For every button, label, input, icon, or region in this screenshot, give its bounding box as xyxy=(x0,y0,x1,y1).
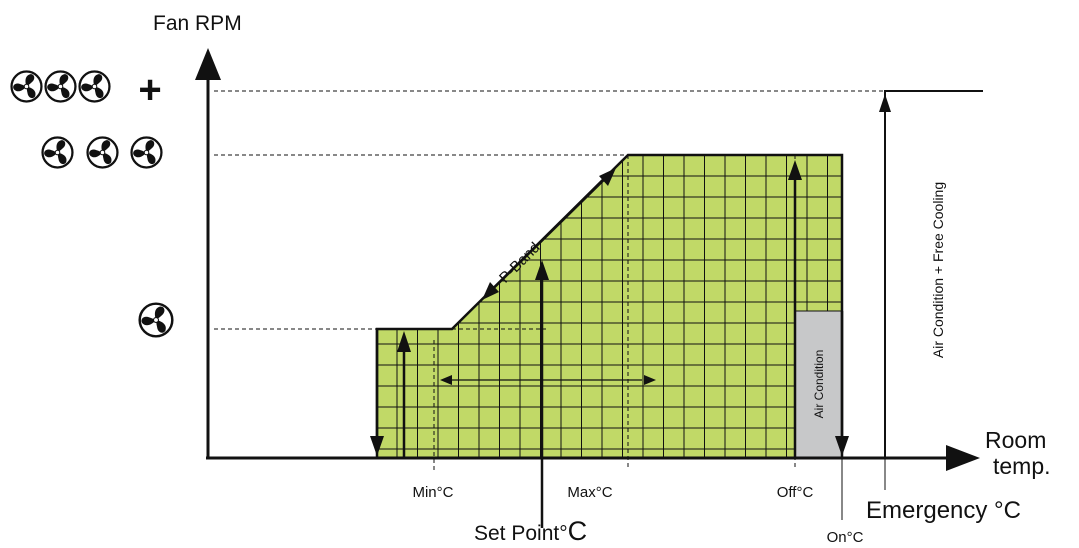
operating-band-area xyxy=(377,155,842,458)
y-axis-label: Fan RPM xyxy=(153,12,242,35)
min-temp-label: Min°C xyxy=(412,484,453,501)
set-point-unit: C xyxy=(568,516,588,546)
vertical-arrows xyxy=(370,94,891,528)
emergency-temp-label: Emergency °C xyxy=(866,497,1021,524)
fan-icon xyxy=(130,136,163,169)
air-condition-label: Air Condition xyxy=(812,350,826,419)
fan-level-high xyxy=(41,136,163,169)
fan-icon xyxy=(41,136,74,169)
fan-icon xyxy=(44,70,77,103)
air-condition-free-cooling-label: Air Condition + Free Cooling xyxy=(930,182,946,358)
max-temp-label: Max°C xyxy=(567,484,612,501)
air-condition-area xyxy=(794,310,843,459)
fan-icon xyxy=(138,302,174,338)
x-axis-label-line1: Room xyxy=(985,427,1046,453)
x-axis-arrow xyxy=(946,445,980,471)
p-band-arrow xyxy=(482,168,616,300)
boost-plus-sign: + xyxy=(138,68,161,112)
setpoint-range-arrow xyxy=(440,375,656,385)
fan-icon xyxy=(86,136,119,169)
off-temp-label: Off°C xyxy=(777,484,814,501)
y-axis-arrow xyxy=(195,48,221,80)
fan-level-boost: + xyxy=(10,68,162,112)
fan-icon xyxy=(78,70,111,103)
set-point-label: Set Point°C xyxy=(474,516,587,546)
fan-icon xyxy=(10,70,43,103)
on-temp-label: On°C xyxy=(827,529,864,546)
x-axis-label-line2: temp. xyxy=(993,453,1051,479)
fan-level-low xyxy=(138,302,174,338)
set-point-text: Set Point° xyxy=(474,522,568,545)
